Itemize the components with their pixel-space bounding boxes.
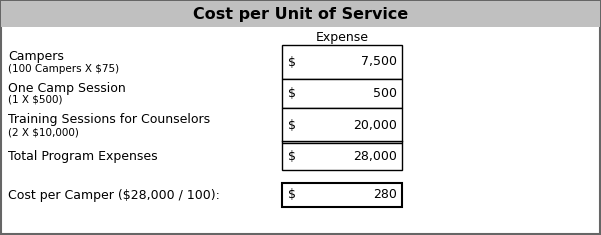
Bar bbox=[282, 79, 402, 108]
Text: 280: 280 bbox=[373, 188, 397, 201]
Text: Cost per Unit of Service: Cost per Unit of Service bbox=[193, 7, 408, 21]
Text: 500: 500 bbox=[373, 87, 397, 100]
Text: 20,000: 20,000 bbox=[353, 119, 397, 132]
Text: $: $ bbox=[288, 188, 296, 201]
Text: 7,500: 7,500 bbox=[361, 55, 397, 68]
Text: One Camp Session: One Camp Session bbox=[8, 82, 126, 95]
Text: (2 X $10,000): (2 X $10,000) bbox=[8, 128, 79, 137]
Bar bbox=[1, 1, 600, 27]
Text: 28,000: 28,000 bbox=[353, 150, 397, 163]
Text: $: $ bbox=[288, 55, 296, 68]
Text: Expense: Expense bbox=[316, 31, 368, 44]
Text: Total Program Expenses: Total Program Expenses bbox=[8, 150, 157, 163]
Text: $: $ bbox=[288, 150, 296, 163]
Text: (100 Campers X $75): (100 Campers X $75) bbox=[8, 64, 119, 74]
Bar bbox=[282, 183, 402, 207]
Text: $: $ bbox=[288, 87, 296, 100]
Text: Cost per Camper ($28,000 / 100):: Cost per Camper ($28,000 / 100): bbox=[8, 188, 220, 201]
Bar bbox=[282, 45, 402, 79]
Text: Campers: Campers bbox=[8, 50, 64, 63]
Text: $: $ bbox=[288, 119, 296, 132]
Text: (1 X $500): (1 X $500) bbox=[8, 94, 63, 104]
Text: Training Sessions for Counselors: Training Sessions for Counselors bbox=[8, 113, 210, 126]
Bar bbox=[282, 108, 402, 143]
Bar bbox=[282, 143, 402, 170]
